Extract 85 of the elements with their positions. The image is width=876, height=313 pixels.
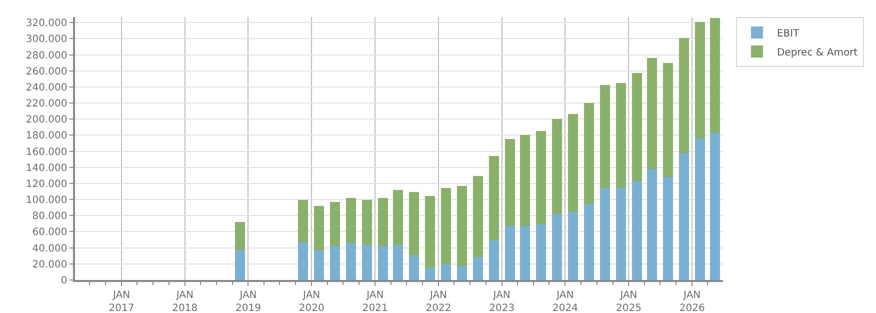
bar: [457, 266, 467, 280]
bar: [600, 188, 610, 280]
bar: [584, 103, 594, 204]
bar: [679, 38, 689, 153]
y-tick-label: 300.000: [26, 34, 68, 46]
x-tick-label: JAN 2025: [616, 290, 642, 313]
bar: [695, 22, 705, 138]
x-tick-label: JAN 2018: [172, 290, 198, 313]
bar: [473, 257, 483, 280]
y-tick-label: 160.000: [26, 146, 68, 158]
bar: [632, 73, 642, 181]
bar: [616, 83, 626, 188]
bar: [330, 246, 340, 280]
legend-label: Deprec & Amort: [776, 47, 858, 58]
bar: [536, 224, 546, 280]
y-tick-label: 180.000: [26, 130, 68, 142]
bar: [235, 250, 245, 280]
y-tick-label: 260.000: [26, 66, 68, 78]
x-tick-label: JAN 2022: [426, 290, 452, 313]
y-tick-label: 80.000: [32, 211, 68, 222]
y-tick-label: 0: [60, 276, 68, 286]
bar: [473, 176, 483, 257]
bar: [393, 245, 403, 280]
y-tick-label: 120.000: [26, 178, 68, 190]
bar: [489, 156, 499, 240]
x-tick-label: JAN 2020: [298, 290, 324, 313]
bar: [505, 226, 515, 280]
y-tick-label: 200.000: [26, 114, 68, 126]
x-tick-label: JAN 2024: [552, 290, 578, 313]
bar: [378, 246, 388, 280]
bar: [409, 255, 419, 280]
bar: [552, 119, 562, 214]
y-tick-label: 140.000: [26, 162, 68, 174]
bar: [616, 188, 626, 280]
bar: [647, 169, 657, 280]
bar: [489, 240, 499, 280]
bar: [710, 18, 720, 133]
y-tick-label: 20.000: [32, 259, 68, 270]
bar: [362, 245, 372, 280]
bar: [710, 133, 720, 280]
bar: [584, 204, 594, 280]
bar: [520, 226, 530, 280]
bar: [441, 264, 451, 280]
bar: [663, 63, 673, 177]
bar: [441, 188, 451, 264]
legend-label: EBIT: [776, 28, 800, 40]
bar: [425, 268, 435, 280]
bar: [568, 114, 578, 212]
bar: [298, 200, 308, 242]
bar: [378, 198, 388, 246]
bar: [568, 212, 578, 280]
bar: [314, 250, 324, 280]
bar: [679, 153, 689, 280]
bar: [346, 243, 356, 280]
x-tick-label: JAN 2023: [489, 290, 515, 313]
bar: [409, 192, 419, 255]
y-tick-label: 240.000: [26, 82, 68, 94]
bar: [235, 222, 245, 250]
bar: [362, 200, 372, 245]
bar: [600, 85, 610, 188]
bar: [298, 242, 308, 280]
bar: [632, 181, 642, 280]
bar: [536, 131, 546, 224]
bar: [505, 139, 515, 226]
y-tick-label: 320.000: [26, 18, 68, 30]
bar: [520, 135, 530, 226]
bar: [425, 196, 435, 268]
y-tick-label: 40.000: [32, 243, 68, 254]
x-tick-label: JAN 2021: [362, 290, 388, 313]
bar: [552, 214, 562, 280]
bar: [663, 177, 673, 280]
bar: [393, 190, 403, 245]
x-tick-label: JAN 2019: [236, 290, 261, 313]
bar: [647, 58, 657, 169]
y-tick-label: 60.000: [32, 227, 68, 238]
bar: [457, 186, 467, 266]
x-tick-label: JAN 2026: [679, 290, 705, 313]
bar: [346, 198, 356, 243]
bar: [314, 206, 324, 250]
bar: [695, 138, 705, 280]
y-tick-label: 100.000: [26, 195, 68, 206]
x-tick-label: JAN 2017: [108, 290, 134, 313]
y-tick-label: 220.000: [26, 98, 68, 110]
y-tick-label: 280.000: [26, 50, 68, 62]
bar: [330, 202, 340, 246]
